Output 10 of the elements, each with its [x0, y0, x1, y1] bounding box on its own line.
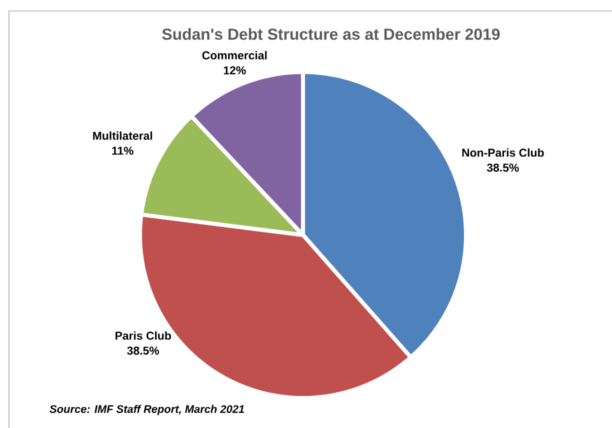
slice-label: Non-Paris Club: [462, 148, 544, 157]
slice-label: Commercial: [202, 51, 267, 60]
data-label: 38.5%: [486, 164, 519, 172]
chart-title: Sudan's Debt Structure as at December 2019: [162, 28, 500, 40]
data-label: 38.5%: [127, 346, 160, 355]
data-label: 12%: [224, 66, 246, 74]
slice-label: Multilateral: [93, 131, 152, 140]
data-label: 11%: [112, 146, 134, 155]
source-note: Source: IMF Staff Report, March 2021: [50, 404, 244, 416]
slice-label: Paris Club: [116, 331, 171, 340]
